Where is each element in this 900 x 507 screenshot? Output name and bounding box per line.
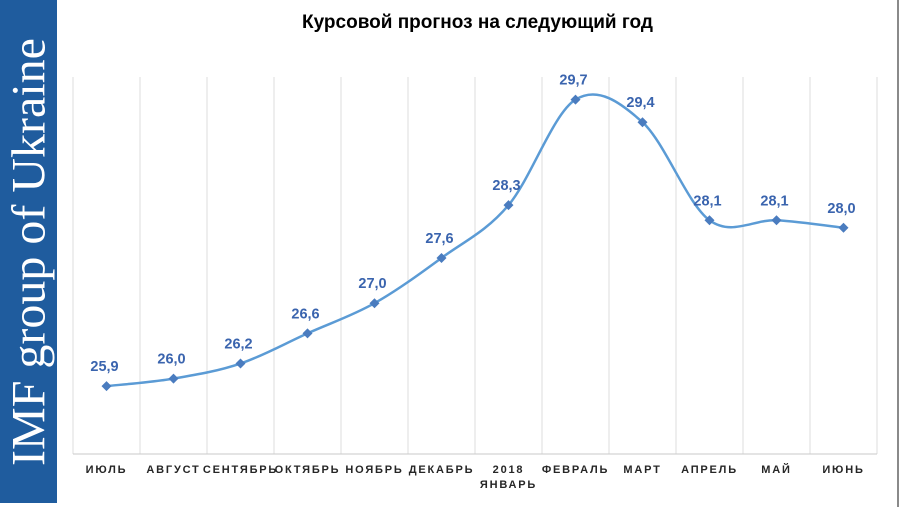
x-axis-label: МАРТ [623, 464, 661, 476]
data-point-label: 29,4 [626, 95, 654, 111]
data-point-marker [838, 222, 849, 233]
x-axis-label: МАЙ [761, 463, 791, 476]
data-point-label: 26,6 [291, 306, 319, 322]
x-axis-label: ИЮНЬ [822, 464, 864, 476]
window-edge-line [897, 0, 899, 507]
brand-sidebar: IMF group of Ukraine [0, 0, 57, 503]
x-axis-label: 2018 ЯНВАРЬ [480, 464, 537, 491]
x-axis-label: ДЕКАБРЬ [409, 464, 475, 476]
data-point-label: 28,0 [827, 201, 855, 217]
data-point-label: 25,9 [90, 359, 118, 375]
x-axis-label: НОЯБРЬ [345, 464, 403, 476]
x-axis-label: АВГУСТ [146, 464, 200, 476]
data-point-marker [704, 215, 715, 226]
data-point-label: 26,0 [157, 352, 185, 368]
data-point-label: 27,0 [358, 276, 386, 292]
data-point-label: 26,2 [224, 337, 252, 353]
data-point-label: 28,1 [760, 193, 788, 209]
data-point-label: 28,1 [693, 193, 721, 209]
x-axis-label: ФЕВРАЛЬ [542, 464, 609, 476]
data-point-label: 28,3 [492, 178, 520, 194]
data-point-marker [503, 200, 514, 211]
data-point-marker [771, 215, 782, 226]
data-point-marker [369, 298, 380, 309]
x-axis-label: ИЮЛЬ [86, 464, 128, 476]
chart-title: Курсовой прогноз на следующий год [302, 12, 653, 33]
data-point-marker [570, 94, 581, 105]
x-axis-label: АПРЕЛЬ [681, 464, 738, 476]
data-point-marker [168, 373, 179, 384]
data-point-marker [101, 381, 112, 392]
data-point-marker [637, 117, 648, 128]
data-point-marker [235, 358, 246, 369]
data-point-label: 27,6 [425, 231, 453, 247]
data-point-marker [302, 328, 313, 339]
data-point-marker [436, 252, 447, 263]
data-point-label: 29,7 [559, 73, 587, 89]
x-axis-label: СЕНТЯБРЬ [203, 464, 278, 476]
x-axis-label: ОКТЯБРЬ [275, 464, 341, 476]
